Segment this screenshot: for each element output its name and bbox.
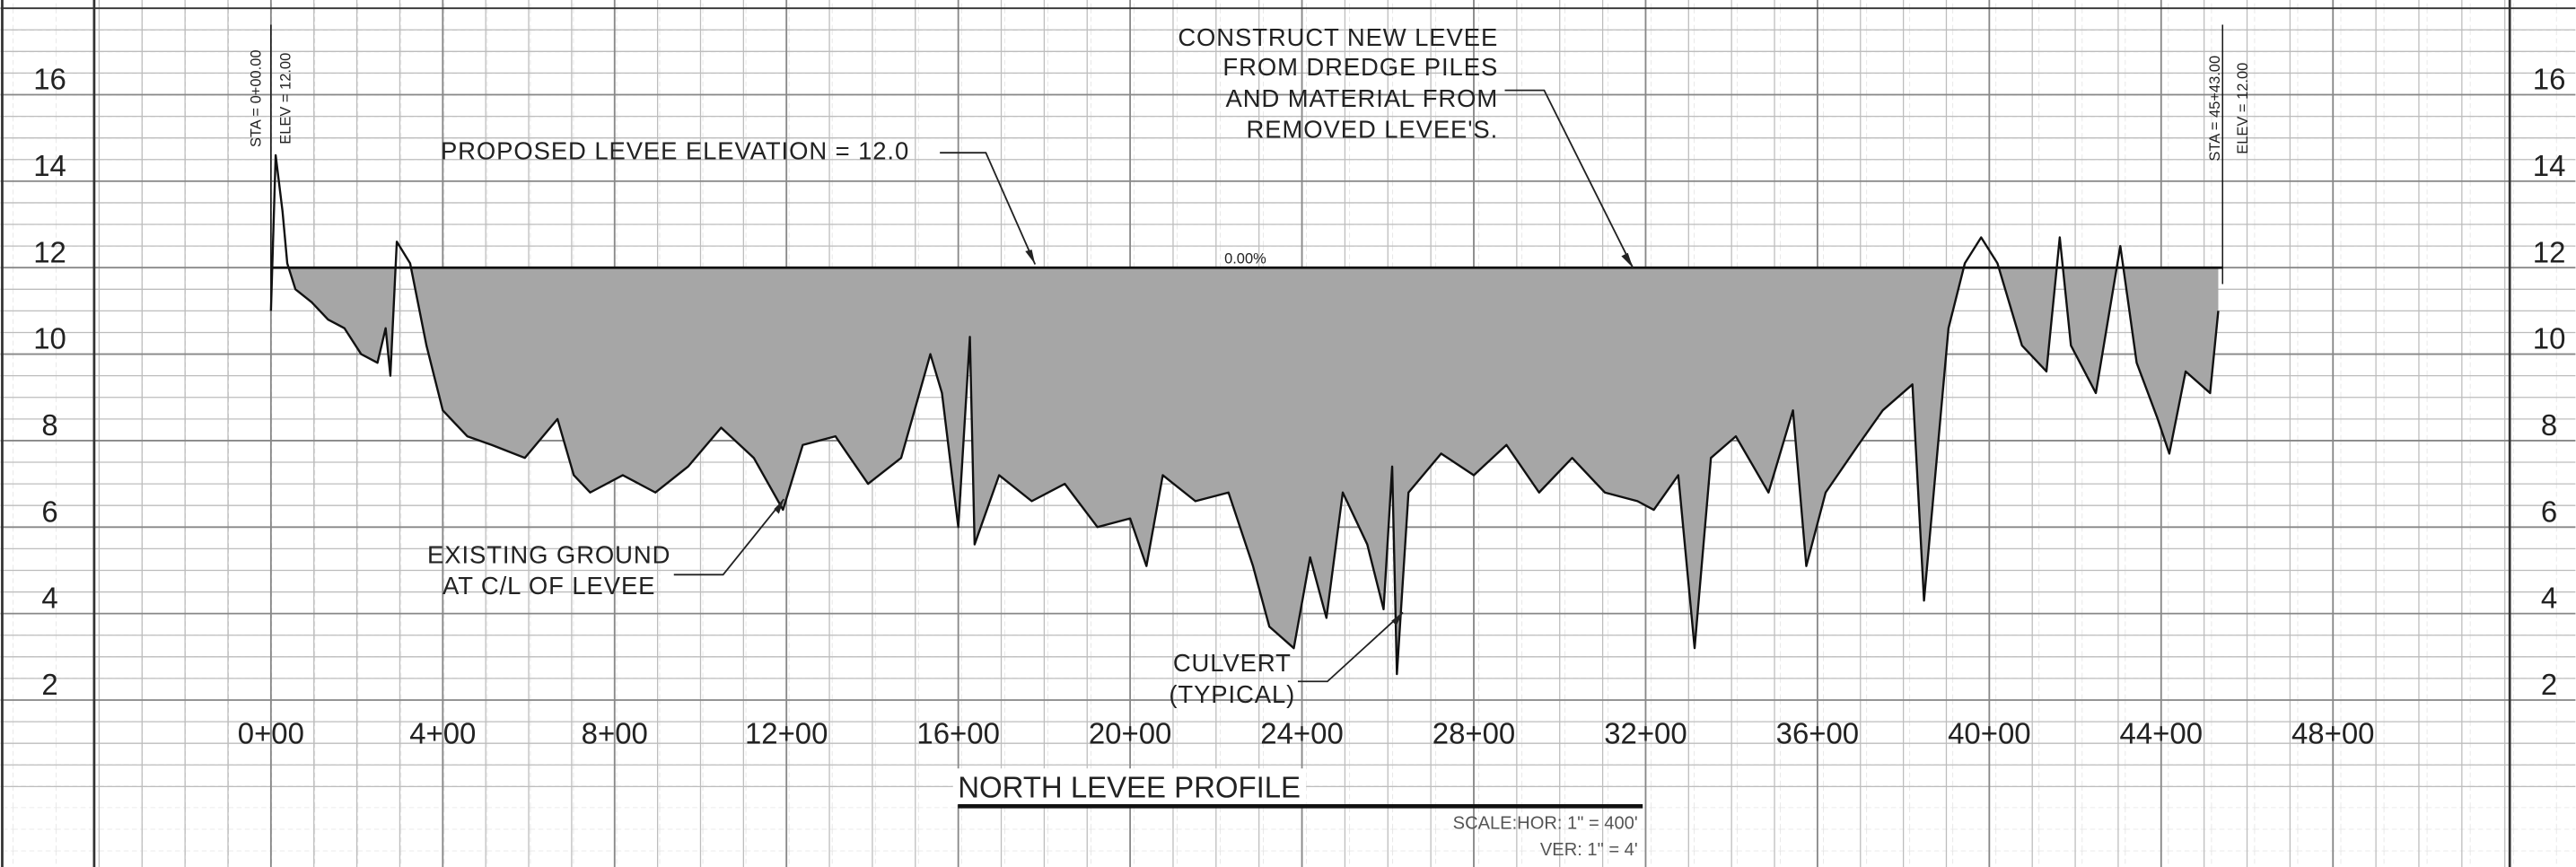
annotation: (TYPICAL) xyxy=(1169,680,1295,708)
scale-text: SCALE:HOR: 1" = 400' xyxy=(1453,814,1638,834)
x-tick-label: 4+00 xyxy=(409,716,476,749)
y-tick-label: 8 xyxy=(41,408,57,442)
y-tick-label: 4 xyxy=(41,582,57,615)
elevation-label: ELEV = 12.00 xyxy=(277,53,294,144)
arrow xyxy=(1391,612,1404,626)
scale-text: VER: 1" = 4' xyxy=(1540,840,1638,860)
leader xyxy=(1297,611,1404,683)
y-tick-label: 2 xyxy=(2541,668,2557,701)
x-tick-label: 28+00 xyxy=(1433,716,1515,749)
y-tick-label: 8 xyxy=(2541,408,2557,442)
title-bg xyxy=(952,768,1307,805)
marks xyxy=(269,24,2223,676)
x-tick-label: 40+00 xyxy=(1948,716,2030,749)
y-tick-label: 10 xyxy=(2533,322,2566,355)
station-label: STA = 0+00.00 xyxy=(248,49,264,147)
x-tick-label: 0+00 xyxy=(238,716,304,749)
x-tick-label: 44+00 xyxy=(2120,716,2203,749)
arrow xyxy=(1621,252,1634,268)
annotation: AT C/L OF LEVEE xyxy=(442,572,655,600)
ground-line xyxy=(269,153,2220,676)
y-tick-label: 4 xyxy=(2541,582,2557,615)
annotation: CULVERT xyxy=(1173,649,1292,677)
annotation: REMOVED LEVEE'S. xyxy=(1247,116,1499,144)
y-tick-label: 14 xyxy=(2533,149,2566,182)
annotation: PROPOSED LEVEE ELEVATION = 12.0 xyxy=(441,136,909,164)
y-tick-label: 6 xyxy=(2541,495,2557,528)
leader xyxy=(673,498,785,576)
station-label: STA = 45+43.00 xyxy=(2207,56,2223,162)
x-tick-label: 20+00 xyxy=(1089,716,1171,749)
x-tick-label: 8+00 xyxy=(582,716,648,749)
x-tick-label: 24+00 xyxy=(1260,716,1343,749)
elevation-label: ELEV = 12.00 xyxy=(2235,63,2251,154)
annotation: EXISTING GROUND xyxy=(427,540,670,568)
x-tick-label: 48+00 xyxy=(2291,716,2374,749)
y-tick-label: 2 xyxy=(41,668,57,701)
x-tick-label: 36+00 xyxy=(1776,716,1859,749)
annotation: AND MATERIAL FROM xyxy=(1226,84,1499,112)
y-tick-label: 6 xyxy=(41,495,57,528)
x-tick-label: 32+00 xyxy=(1604,716,1687,749)
x-tick-label: 16+00 xyxy=(916,716,999,749)
arrow xyxy=(774,499,784,514)
leader xyxy=(940,152,1037,265)
chart-title: NORTH LEVEE PROFILE xyxy=(958,771,1301,804)
y-tick-label: 10 xyxy=(33,322,66,355)
annotation: CONSTRUCT NEW LEVEE xyxy=(1178,23,1498,51)
fill-area xyxy=(270,267,2219,675)
y-tick-label: 16 xyxy=(33,63,66,96)
y-tick-label: 12 xyxy=(33,235,66,268)
y-tick-label: 16 xyxy=(2533,63,2566,96)
annotation: FROM DREDGE PILES xyxy=(1222,53,1498,81)
y-tick-label: 14 xyxy=(33,149,66,182)
y-tick-label: 12 xyxy=(2533,235,2566,268)
x-tick-label: 12+00 xyxy=(745,716,828,749)
arrow xyxy=(1025,250,1036,265)
grade-label: 0.00% xyxy=(1224,250,1266,267)
leader xyxy=(1504,89,1634,268)
